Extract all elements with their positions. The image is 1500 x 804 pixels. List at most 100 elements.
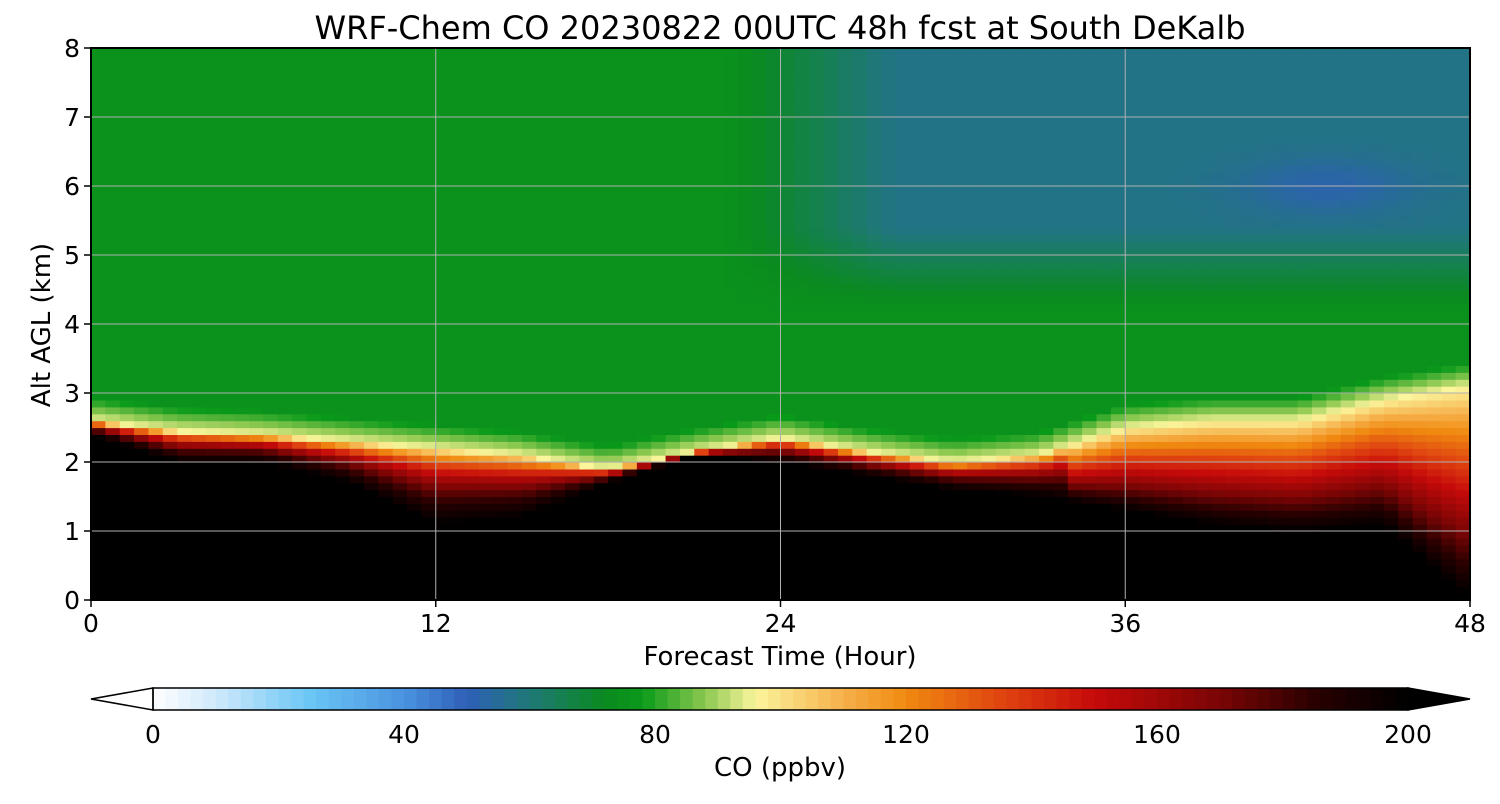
co-cell	[263, 261, 279, 270]
co-cell	[938, 234, 954, 242]
co-cell	[148, 192, 164, 201]
co-cell	[952, 558, 968, 567]
co-cell	[723, 248, 738, 256]
co-cell	[679, 365, 695, 373]
co-cell	[593, 427, 609, 435]
co-cell	[909, 48, 925, 56]
co-cell	[852, 358, 868, 366]
co-cell	[679, 103, 695, 111]
co-cell	[220, 310, 236, 318]
co-cell	[593, 117, 609, 125]
co-cell	[277, 137, 293, 146]
co-cell	[651, 61, 667, 70]
co-cell	[837, 61, 853, 70]
co-cell	[780, 192, 796, 201]
co-cell	[794, 172, 810, 180]
co-cell	[967, 337, 983, 346]
co-cell	[809, 117, 825, 125]
co-cell	[392, 296, 408, 304]
co-cell	[636, 537, 652, 546]
co-cell	[579, 234, 595, 242]
co-cell	[967, 379, 983, 387]
co-cell	[665, 165, 681, 173]
co-cell	[723, 151, 738, 159]
co-cell	[794, 310, 810, 318]
co-cell	[407, 379, 422, 387]
co-cell	[823, 192, 839, 201]
co-cell	[751, 241, 767, 249]
co-cell	[780, 544, 796, 553]
co-cell	[363, 289, 379, 297]
co-cell	[407, 510, 422, 518]
co-cell	[550, 48, 566, 56]
co-cell	[421, 524, 437, 532]
co-cell	[636, 227, 652, 235]
co-cell	[378, 393, 394, 401]
co-cell	[363, 537, 379, 546]
co-cell	[407, 179, 422, 187]
co-cell	[91, 117, 106, 125]
co-cell	[823, 234, 839, 242]
co-cell	[780, 386, 796, 394]
co-cell	[191, 399, 207, 408]
co-cell	[378, 158, 394, 166]
co-cell	[464, 117, 480, 125]
co-cell	[952, 406, 968, 415]
co-cell	[866, 89, 882, 97]
co-cell	[134, 130, 150, 139]
co-cell	[421, 475, 437, 484]
co-cell	[924, 427, 940, 435]
co-cell	[579, 151, 595, 159]
co-cell	[277, 54, 293, 63]
co-cell	[737, 255, 753, 263]
co-cell	[579, 386, 595, 394]
co-cell	[277, 413, 293, 422]
co-cell	[105, 537, 121, 546]
co-cell	[852, 227, 868, 235]
co-cell	[335, 337, 351, 346]
co-cell	[593, 317, 609, 325]
co-cell	[579, 517, 595, 525]
co-cell	[220, 144, 236, 153]
co-cell	[119, 517, 135, 525]
co-cell	[148, 137, 164, 146]
co-cell	[823, 517, 839, 525]
co-cell	[766, 241, 782, 249]
co-cell	[177, 289, 193, 297]
co-cell	[277, 61, 293, 70]
co-cell	[407, 172, 422, 180]
co-cell	[234, 255, 250, 263]
co-cell	[723, 89, 738, 97]
co-cell	[651, 213, 667, 222]
co-cell	[751, 386, 767, 394]
co-cell	[780, 413, 796, 422]
co-cell	[780, 358, 796, 366]
co-cell	[134, 386, 150, 394]
co-cell	[450, 496, 466, 504]
co-cell	[780, 344, 796, 353]
co-cell	[464, 482, 480, 491]
co-cell	[277, 489, 293, 498]
co-cell	[119, 337, 135, 346]
co-cell	[622, 455, 638, 463]
co-cell	[148, 330, 164, 339]
co-cell	[952, 399, 968, 408]
co-cell	[766, 227, 782, 235]
co-cell	[205, 462, 221, 470]
co-cell	[478, 317, 494, 325]
co-cell	[363, 227, 379, 235]
co-cell	[450, 586, 466, 594]
co-cell	[378, 586, 394, 594]
co-cell	[723, 448, 738, 456]
co-cell	[708, 75, 724, 84]
co-cell	[450, 393, 466, 401]
co-cell	[320, 379, 336, 387]
co-cell	[866, 268, 882, 277]
co-cell	[938, 117, 954, 125]
co-cell	[694, 130, 710, 139]
co-cell	[895, 241, 911, 249]
co-cell	[478, 337, 494, 346]
co-cell	[593, 220, 609, 228]
co-cell	[363, 344, 379, 353]
co-cell	[363, 351, 379, 360]
